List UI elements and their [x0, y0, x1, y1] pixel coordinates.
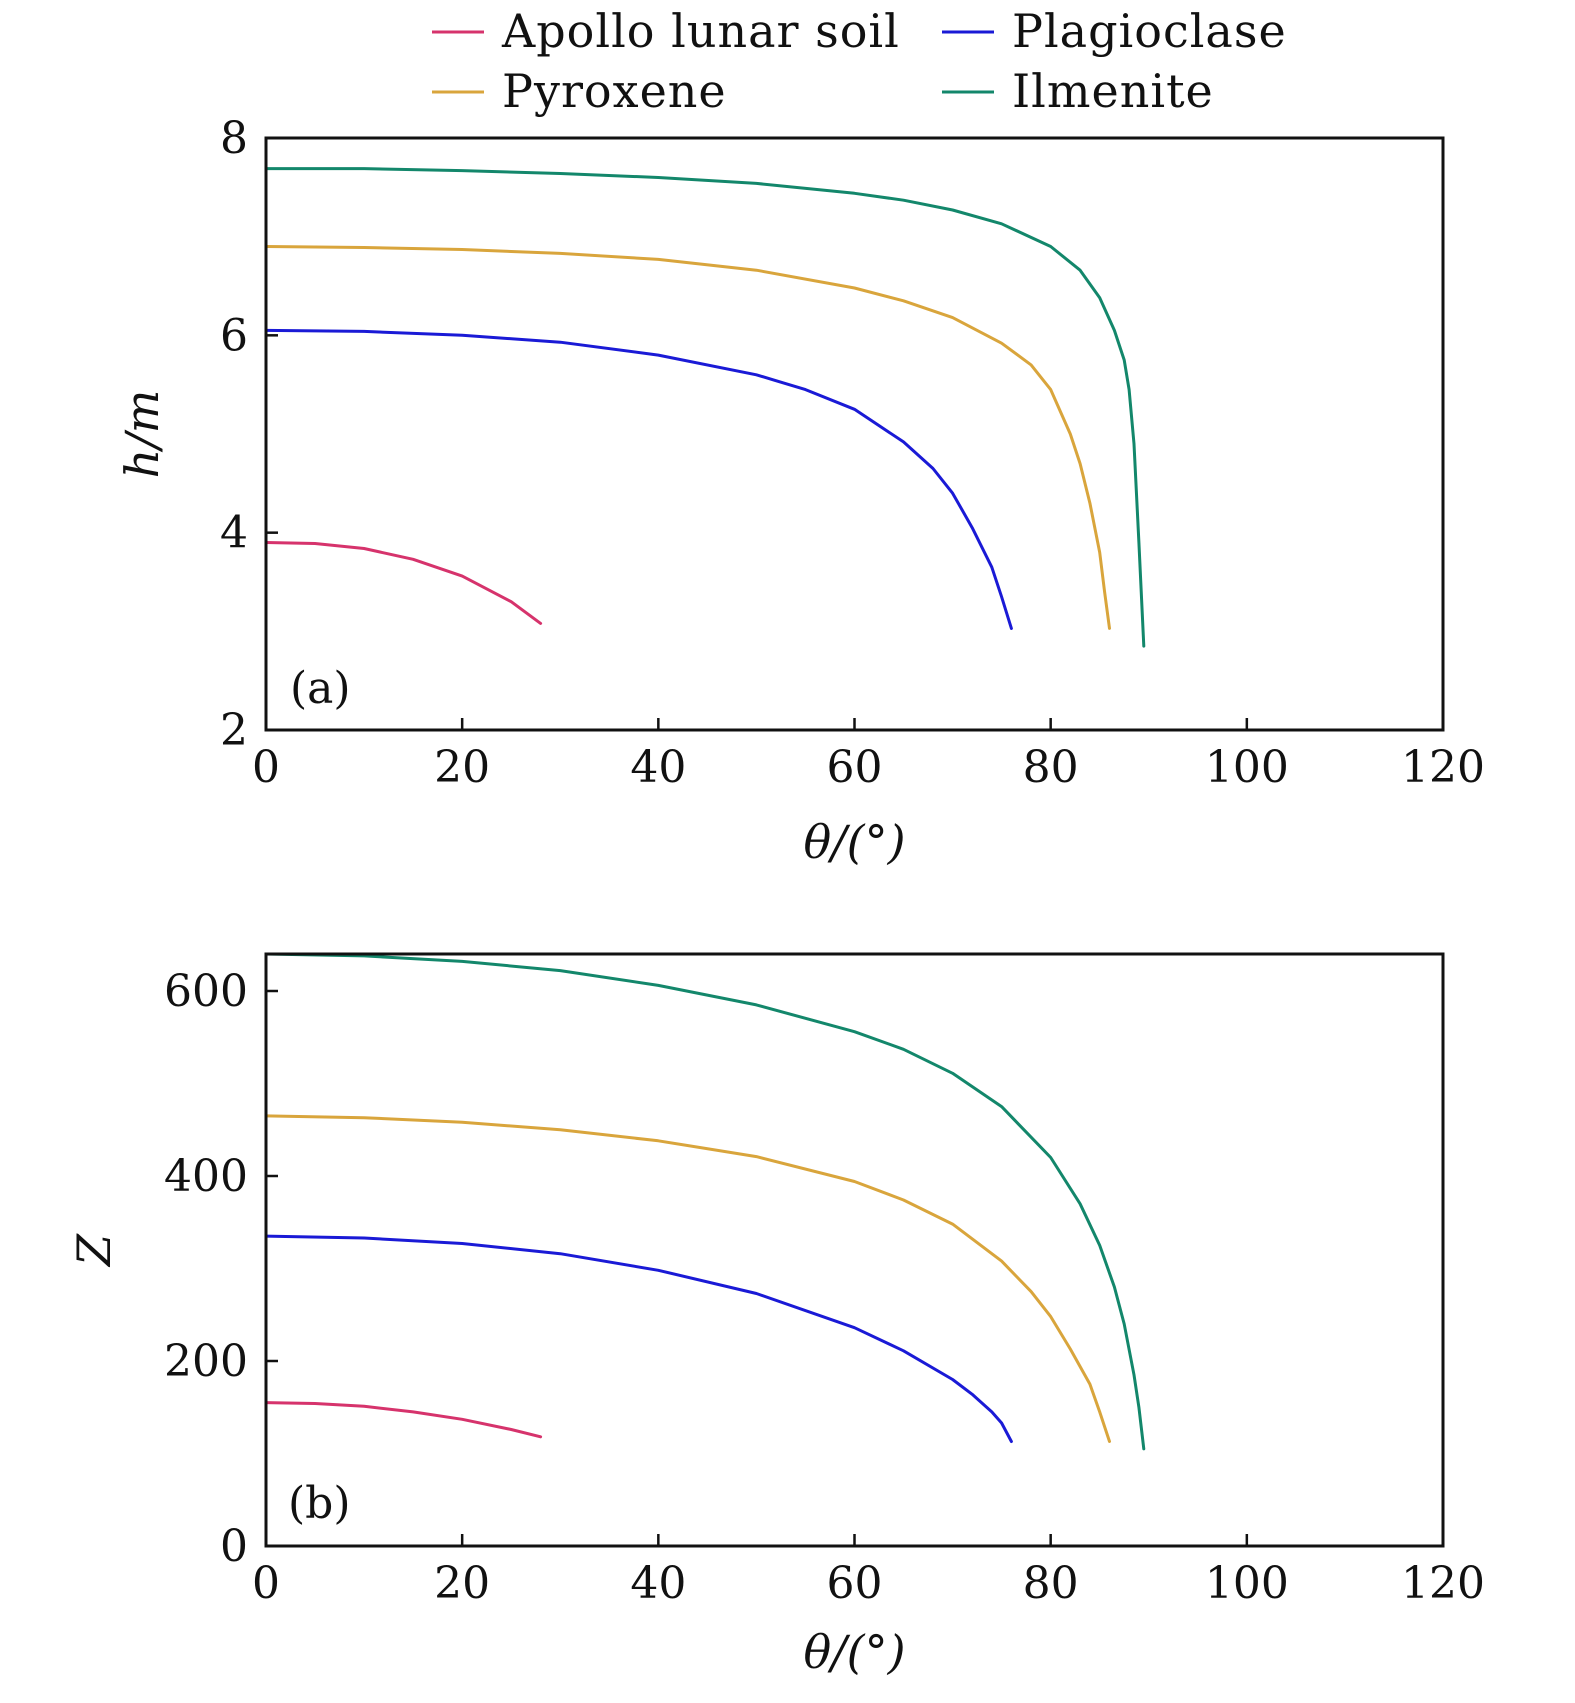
legend-label: Pyroxene [502, 64, 727, 118]
y-axis-label: Z [67, 1233, 121, 1268]
x-tick-label: 20 [434, 742, 490, 793]
panel-label: (a) [290, 663, 351, 714]
x-tick-label: 120 [1401, 742, 1485, 793]
panel-a: 0 20 40 60 80 100 120 2 4 6 8 θ/(°) h/m (a) [115, 113, 1485, 869]
x-tick-label: 0 [252, 742, 280, 793]
x-tick-label: 20 [434, 1558, 490, 1609]
legend-item-ilmenite: Ilmenite [942, 64, 1214, 118]
series-line-pyroxene [264, 1114, 1111, 1443]
x-tick-label: 100 [1205, 1558, 1289, 1609]
x-tick-label: 80 [1023, 1558, 1079, 1609]
x-tick-label: 60 [827, 1558, 883, 1609]
x-tick-label: 100 [1205, 742, 1289, 793]
series-line-ilmenite [264, 167, 1146, 648]
panel-label: (b) [288, 1478, 351, 1529]
x-tick-label: 0 [252, 1558, 280, 1609]
y-tick-label: 0 [220, 1521, 248, 1572]
y-tick-label: 2 [220, 705, 248, 756]
y-tick-label: 400 [164, 1151, 248, 1202]
x-tick-label: 40 [630, 1558, 686, 1609]
x-tick-label: 60 [827, 742, 883, 793]
y-tick-label: 8 [220, 113, 248, 164]
panel-b: 0 20 40 60 80 100 120 0 200 400 600 θ/(°) Z (b) [67, 952, 1485, 1679]
series-group [264, 167, 1146, 648]
x-tick-label: 40 [630, 742, 686, 793]
y-axis-label: h/m [115, 390, 169, 479]
x-axis-label: θ/(°) [803, 815, 905, 869]
x-tick-label: 120 [1401, 1558, 1485, 1609]
y-tick-label: 600 [164, 966, 248, 1017]
legend-item-apollo-lunar-soil: Apollo lunar soil [432, 4, 900, 58]
series-group [264, 952, 1146, 1451]
legend-label: Ilmenite [1012, 64, 1214, 118]
legend-item-plagioclase: Plagioclase [942, 4, 1287, 58]
legend-label: Plagioclase [1012, 4, 1287, 58]
plot-frame [264, 136, 1445, 732]
series-line-apollo-lunar-soil [264, 1401, 543, 1439]
y-tick-label: 6 [220, 310, 248, 361]
y-tick-label: 4 [220, 508, 248, 559]
y-tick-label: 200 [164, 1336, 248, 1387]
legend: Apollo lunar soil Plagioclase Pyroxene Ilme… [432, 4, 1287, 118]
plot-frame [264, 952, 1445, 1548]
legend-item-pyroxene: Pyroxene [432, 64, 727, 118]
series-line-apollo-lunar-soil [264, 541, 543, 625]
series-line-ilmenite [264, 952, 1146, 1451]
series-line-plagioclase [264, 1234, 1013, 1443]
legend-label: Apollo lunar soil [501, 4, 900, 58]
x-axis-label: θ/(°) [803, 1625, 905, 1679]
x-tick-label: 80 [1023, 742, 1079, 793]
series-line-plagioclase [264, 328, 1013, 630]
series-line-pyroxene [264, 245, 1111, 630]
